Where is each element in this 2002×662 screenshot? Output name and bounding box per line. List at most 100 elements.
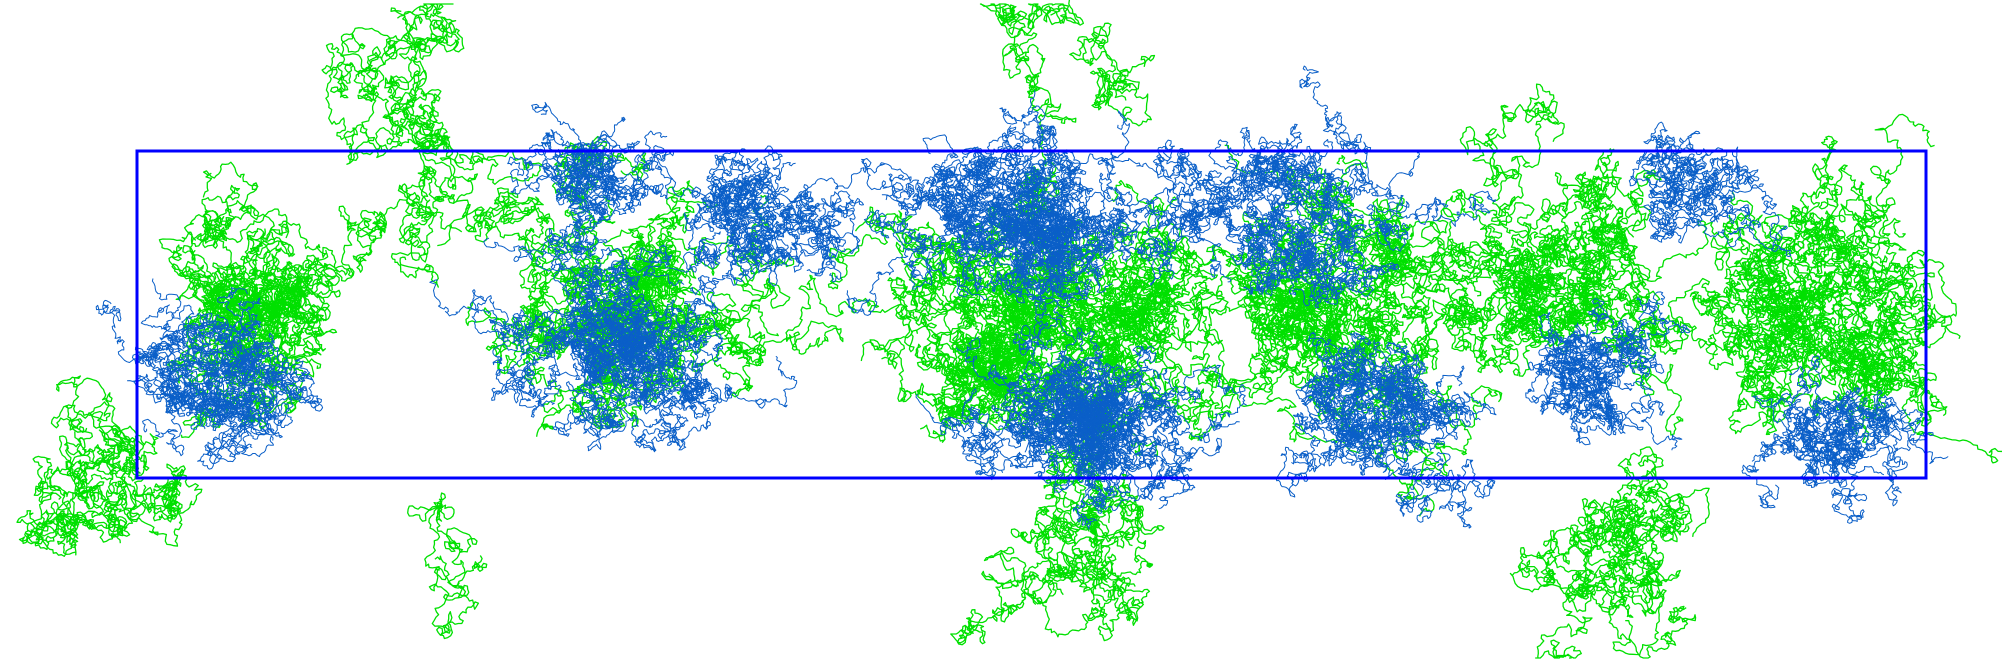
blue-chain-layer [95, 65, 1949, 530]
blue-chain [1152, 153, 1230, 242]
blue-chain [1555, 347, 1636, 425]
blue-chain [1261, 228, 1317, 307]
green-chain [321, 11, 428, 162]
blue-chain [1569, 393, 1627, 446]
blue-chain [574, 294, 655, 379]
blue-chain [628, 333, 724, 409]
green-chain [1536, 484, 1710, 566]
blue-chain [1027, 153, 1175, 286]
blue-chain [1077, 367, 1167, 431]
green-chain [1569, 207, 1684, 436]
blue-chain [718, 213, 836, 273]
blue-chain [1603, 291, 1669, 378]
blue-chain [564, 321, 637, 387]
blue-chain [1037, 404, 1119, 481]
blue-chain [1277, 148, 1327, 241]
blue-chain [555, 154, 653, 225]
blue-chain [927, 146, 1039, 221]
green-chain [1762, 264, 1871, 354]
blue-chain [1299, 65, 1410, 214]
green-chain [1829, 281, 1922, 389]
green-chain [1301, 167, 1380, 265]
green-chain [953, 273, 1051, 359]
blue-chain [216, 380, 275, 427]
blue-chain [1409, 451, 1496, 529]
blue-chain [1805, 424, 1884, 524]
blue-chain [1838, 395, 1924, 443]
green-chain [202, 200, 333, 319]
blue-chain [1081, 368, 1187, 445]
blue-chain [552, 381, 624, 437]
blue-chain [153, 324, 238, 414]
blue-chain [1016, 90, 1081, 200]
blue-chain [187, 313, 280, 428]
blue-chain [1537, 343, 1607, 414]
green-chain [1069, 22, 1156, 127]
blue-chain [196, 332, 275, 428]
green-chain [864, 168, 1048, 264]
green-chain [104, 463, 203, 547]
blue-chain [1026, 222, 1116, 309]
green-chain [1035, 243, 1123, 381]
green-chain [1808, 113, 1935, 292]
blue-chain [690, 176, 785, 309]
blue-chain [1545, 331, 1614, 390]
blue-chain [1157, 181, 1232, 283]
blue-chain [861, 158, 989, 230]
blue-chain [159, 366, 283, 439]
blue-chain [1368, 190, 1497, 238]
green-chain [382, 75, 543, 190]
green-chain [246, 264, 324, 388]
blue-chain [1385, 386, 1458, 451]
blue-chain [566, 116, 673, 203]
green-chain [1138, 256, 1349, 394]
blue-chain [1644, 175, 1762, 248]
blue-chain [961, 107, 1056, 178]
blue-chain [1042, 345, 1157, 406]
blue-chain [1628, 153, 1709, 217]
green-chain [1509, 554, 1664, 659]
blue-chain [1347, 357, 1429, 416]
green-chain [1459, 83, 1565, 217]
blue-chain [536, 308, 657, 384]
blue-chain [947, 194, 1017, 293]
green-chain [407, 492, 488, 640]
green-chain-layer [16, 0, 2002, 659]
blue-chain [1007, 381, 1119, 457]
blue-chain [1798, 417, 1949, 485]
green-chain [1141, 235, 1324, 323]
green-chain [1708, 258, 1832, 391]
green-chain [76, 429, 159, 536]
blue-chain [1525, 311, 1619, 420]
green-chain [1020, 535, 1151, 642]
blue-chain [700, 155, 765, 229]
green-chain [1492, 213, 1635, 317]
green-chain [1427, 250, 1627, 362]
blue-chain [1300, 362, 1382, 426]
blue-chain [606, 270, 701, 368]
green-chain [963, 299, 1070, 431]
blue-chain [989, 401, 1101, 477]
blue-chain [507, 132, 598, 203]
blue-chain [1302, 347, 1367, 429]
blue-chain [724, 164, 842, 283]
blue-chain [542, 129, 622, 192]
green-chain [1617, 446, 1693, 541]
blue-chain [1311, 209, 1410, 298]
green-chain [1435, 188, 1564, 297]
green-chain [979, 0, 1085, 125]
blue-chain [610, 377, 711, 433]
blue-chain [550, 221, 610, 288]
blue-chain [970, 203, 1113, 293]
green-chain [1736, 209, 1822, 360]
blue-chain [1385, 353, 1451, 450]
blue-chain [1320, 420, 1381, 467]
blue-chain [608, 306, 681, 368]
blue-chain [915, 388, 999, 475]
green-chain [390, 173, 616, 290]
blue-chain [634, 334, 707, 424]
blue-chain [1045, 161, 1195, 231]
blue-chain [1317, 211, 1400, 297]
blue-chain [935, 125, 1037, 190]
